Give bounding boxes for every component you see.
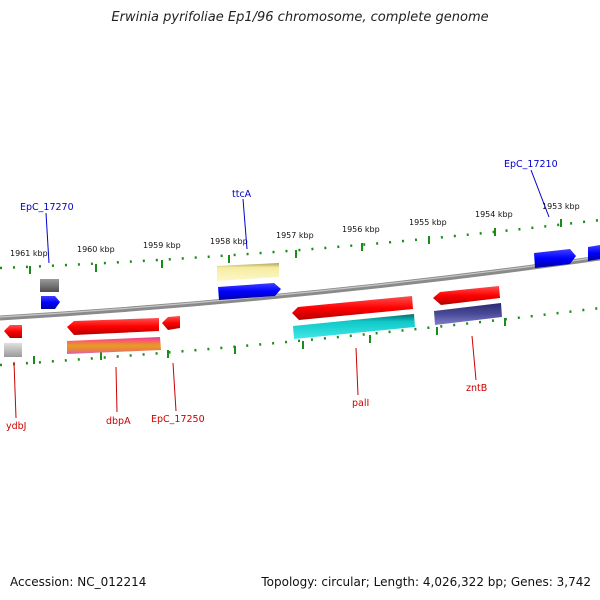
leader-dbpa bbox=[115, 366, 118, 413]
chromosome-backbone bbox=[0, 255, 600, 321]
gene-partial-blue-right[interactable] bbox=[588, 245, 600, 261]
gene-label-ttca[interactable]: ttcA bbox=[232, 189, 252, 200]
leader-epc-17210 bbox=[530, 169, 550, 218]
chromosome-backbone-highlight bbox=[0, 256, 600, 318]
gene-zntb-red[interactable] bbox=[433, 286, 500, 305]
gene-ydbj-lightgray[interactable] bbox=[4, 343, 22, 357]
gene-label-zntb[interactable]: zntB bbox=[466, 383, 487, 394]
gene-label-dbpa[interactable]: dbpA bbox=[106, 416, 131, 427]
gene-dbpa-red[interactable] bbox=[67, 318, 159, 335]
gene-pali-cyan[interactable] bbox=[293, 314, 415, 339]
gene-label-epc-17210[interactable]: EpC_17210 bbox=[504, 159, 558, 170]
gene-ydbj-red[interactable] bbox=[4, 325, 22, 338]
map-title: Erwinia pyrifoliae Ep1/96 chromosome, co… bbox=[111, 10, 489, 25]
tick-label: 1957 kbp bbox=[276, 231, 314, 240]
tick-label: 1959 kbp bbox=[143, 241, 181, 250]
gene-dbpa-multicolor[interactable] bbox=[67, 337, 161, 354]
leader-zntb bbox=[471, 335, 477, 381]
tick-label: 1956 kbp bbox=[342, 225, 380, 234]
lower-tick-ruler bbox=[0, 306, 600, 367]
leader-epc-17250 bbox=[172, 362, 177, 412]
gene-epc-17270-gray[interactable] bbox=[40, 279, 59, 292]
leader-pali bbox=[355, 347, 359, 396]
upper-tick-ruler bbox=[0, 218, 600, 270]
accession-text: Accession: NC_012214 bbox=[10, 575, 147, 589]
gene-epc-17210-blue[interactable] bbox=[534, 249, 576, 268]
tick-label: 1961 kbp bbox=[10, 249, 48, 258]
tick-label: 1955 kbp bbox=[409, 218, 447, 227]
leader-ydbj bbox=[13, 361, 17, 419]
topology-text: Topology: circular; Length: 4,026,322 bp… bbox=[261, 575, 591, 589]
tick-label: 1958 kbp bbox=[210, 237, 248, 246]
leader-epc-17270 bbox=[45, 212, 50, 264]
gene-epc-17270-blue[interactable] bbox=[41, 296, 60, 309]
major-ticks bbox=[29, 219, 562, 364]
gene-ttca-yellow[interactable] bbox=[217, 263, 279, 281]
leader-ttca bbox=[242, 198, 248, 250]
gene-label-ydbj[interactable]: ydbJ bbox=[6, 421, 26, 432]
tick-label: 1953 kbp bbox=[542, 202, 580, 211]
gene-label-epc-17270[interactable]: EpC_17270 bbox=[20, 202, 74, 213]
gene-label-pali[interactable]: palI bbox=[352, 398, 369, 409]
gene-pali-red[interactable] bbox=[292, 296, 413, 320]
tick-label: 1960 kbp bbox=[77, 245, 115, 254]
gene-zntb-navy[interactable] bbox=[434, 303, 502, 325]
gene-label-epc-17250[interactable]: EpC_17250 bbox=[151, 414, 205, 425]
tick-label: 1954 kbp bbox=[475, 210, 513, 219]
gene-epc-17250-red[interactable] bbox=[162, 316, 180, 330]
gene-ttca-blue[interactable] bbox=[218, 283, 281, 300]
